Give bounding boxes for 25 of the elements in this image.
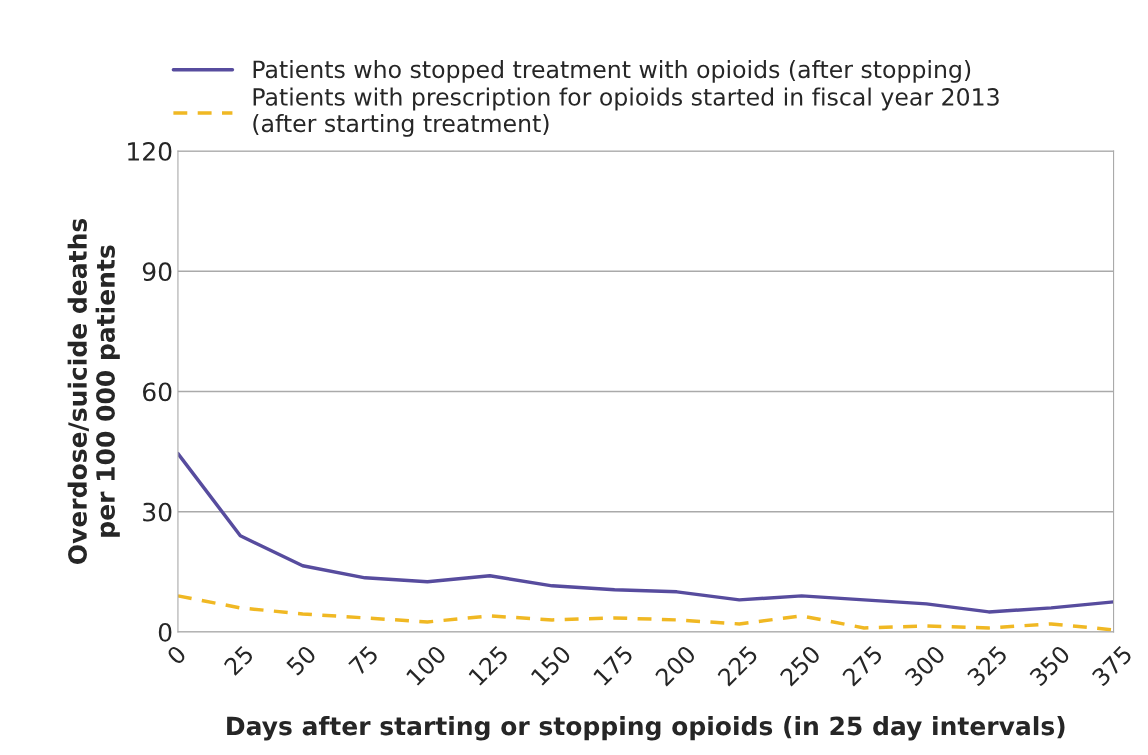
x-tick-label: 150 bbox=[530, 644, 572, 686]
y-tick-label: 60 bbox=[143, 382, 172, 402]
x-tick-label: 25 bbox=[223, 644, 255, 676]
x-tick-label: 75 bbox=[348, 645, 380, 676]
y-axis-title: Overdose/suicide deaths per 100 000 patients bbox=[67, 218, 120, 564]
x-tick-label: 0 bbox=[165, 644, 187, 666]
y-tick-label: 120 bbox=[128, 141, 172, 161]
x-tick-label: 100 bbox=[405, 644, 448, 686]
x-tick-label: 50 bbox=[285, 644, 318, 676]
y-tick-label: 30 bbox=[143, 502, 172, 522]
legend-label: Patients with prescription for opioids started in fiscal year 2013 (after starting treatment) bbox=[253, 87, 999, 137]
x-tick-label: 175 bbox=[592, 645, 634, 686]
x-tick-label: 350 bbox=[1028, 644, 1071, 687]
y-tick-label: 0 bbox=[158, 622, 172, 642]
legend-label: Patients who stopped treatment with opioids (after stopping) bbox=[253, 59, 971, 83]
x-tick-label: 375 bbox=[1091, 644, 1133, 687]
x-axis-title: Days after starting or stopping opioids (in 25 day intervals) bbox=[227, 716, 1065, 741]
x-tick-label: 275 bbox=[841, 644, 884, 687]
x-tick-label: 125 bbox=[467, 644, 510, 686]
x-tick-label: 325 bbox=[966, 644, 1009, 687]
line-series bbox=[177, 451, 1114, 614]
x-tick-label: 200 bbox=[654, 644, 697, 687]
y-tick-label: 90 bbox=[142, 262, 172, 282]
x-tick-label: 250 bbox=[779, 644, 822, 687]
x-tick-label: 300 bbox=[903, 644, 947, 687]
